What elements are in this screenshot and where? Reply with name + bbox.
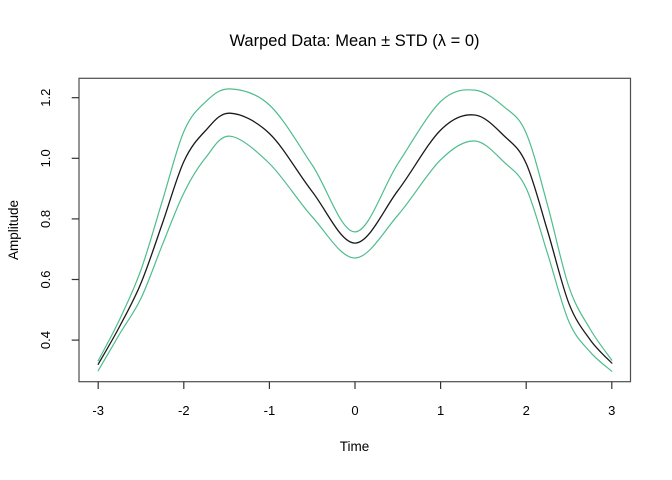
mean-curve xyxy=(97,112,613,365)
x-tick-label: 0 xyxy=(351,403,358,418)
y-tick-label: 1.2 xyxy=(38,89,53,107)
y-tick-label: 0.4 xyxy=(38,331,53,349)
y-tick-label: 0.8 xyxy=(38,210,53,228)
x-axis-label: Time xyxy=(340,439,370,454)
x-tick-label: -2 xyxy=(178,403,190,418)
x-tick-label: 3 xyxy=(608,403,615,418)
y-axis-label: Amplitude xyxy=(6,200,21,260)
lower-std-curve xyxy=(97,135,613,372)
x-tick-label: -1 xyxy=(264,403,276,418)
y-tick-label: 1.0 xyxy=(38,149,53,167)
chart-title: Warped Data: Mean ± STD (λ = 0) xyxy=(229,32,479,50)
upper-std-curve xyxy=(97,88,613,362)
x-tick-label: -3 xyxy=(92,403,104,418)
x-tick-label: 1 xyxy=(437,403,444,418)
y-tick-label: 0.6 xyxy=(38,270,53,288)
x-tick-label: 2 xyxy=(523,403,530,418)
axes-and-series: -3 -2 -1 0 1 2 3 0.4 0.6 0.8 1.0 1.2 xyxy=(38,88,615,418)
